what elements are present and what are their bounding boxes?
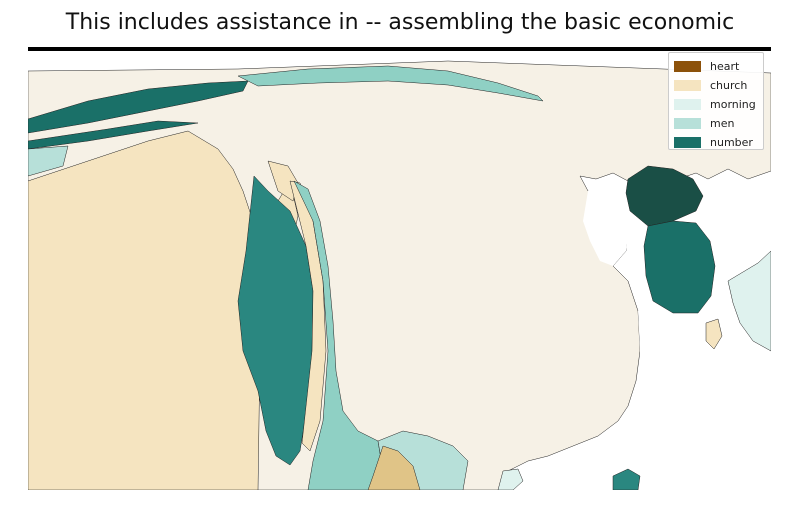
region-north-korea <box>625 165 704 227</box>
region-island <box>705 318 723 350</box>
map-legend: heart church morning men number <box>668 52 764 150</box>
region-south-korea <box>643 220 716 314</box>
region-kazakh-band <box>28 80 249 134</box>
legend-item-morning: morning <box>674 95 763 114</box>
legend-label: men <box>710 117 735 130</box>
sea-east <box>638 191 771 490</box>
region-japan <box>727 250 771 352</box>
legend-swatch <box>674 80 701 91</box>
legend-label: heart <box>710 60 740 73</box>
legend-swatch <box>674 99 701 110</box>
legend-swatch <box>674 118 701 129</box>
legend-swatch <box>674 61 701 72</box>
legend-item-heart: heart <box>674 57 763 76</box>
map-canvas <box>28 60 771 490</box>
legend-item-number: number <box>674 133 763 152</box>
map-title: This includes assistance in -- assemblin… <box>65 10 735 35</box>
region-kazakh-band-2 <box>28 120 199 150</box>
legend-label: number <box>710 136 753 149</box>
legend-label: church <box>710 79 748 92</box>
title-divider <box>28 47 771 51</box>
legend-swatch <box>674 137 701 148</box>
region-west-edge <box>28 145 69 177</box>
legend-item-church: church <box>674 76 763 95</box>
region-mongolia-band <box>237 65 544 102</box>
choropleth-map <box>28 51 771 490</box>
legend-label: morning <box>710 98 756 111</box>
region-myanmar <box>237 175 314 466</box>
region-taiwan <box>612 468 641 490</box>
region-cambodia <box>367 445 421 490</box>
region-hainan <box>497 468 524 490</box>
legend-item-men: men <box>674 114 763 133</box>
